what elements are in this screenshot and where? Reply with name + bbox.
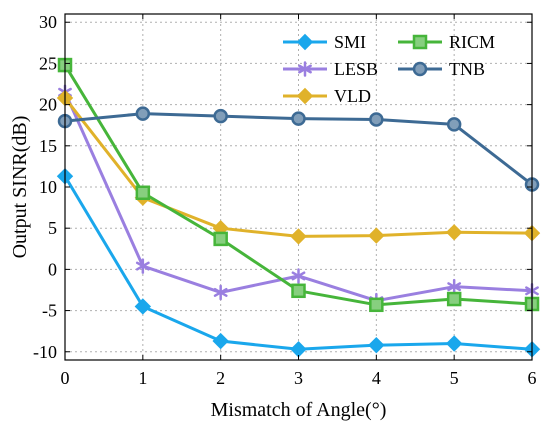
y-tick-label: 5 [48,218,57,238]
y-tick-label: -5 [42,301,57,321]
y-tick-label: 10 [39,177,57,197]
x-tick-label: 0 [61,368,70,388]
data-point-square [135,185,151,201]
data-point-circle [412,61,428,77]
data-point-circle [291,111,306,126]
data-point-square [446,291,462,307]
data-point-square [369,297,384,313]
data-point-circle [369,112,384,127]
legend-item-ricm: RICM [398,32,495,52]
data-point-square [291,283,306,299]
legend-label-ricm: RICM [449,32,495,52]
data-point-square [412,34,428,50]
asterisk-stroke [291,271,306,281]
asterisk-stroke [135,261,150,271]
data-point-diamond [445,335,463,352]
legend-item-tnb: TNB [398,59,485,79]
data-point-diamond [368,336,385,354]
series-layer [56,57,541,358]
data-point-diamond [212,332,229,350]
data-point-diamond [445,224,463,241]
legend-label-smi: SMI [334,32,366,52]
data-point-diamond [134,298,152,315]
asterisk-stroke [298,64,312,74]
data-point-circle [135,106,151,121]
x-tick-label: 6 [528,368,537,388]
asterisk-stroke [213,287,228,297]
data-point-diamond [368,227,385,244]
legend-label-lesb: LESB [334,59,378,79]
y-tick-label: 0 [48,259,57,279]
data-point-asterisk [213,284,228,301]
x-tick-label: 1 [138,368,147,388]
data-point-asterisk [135,258,150,274]
data-point-circle [213,108,228,124]
data-point-asterisk [447,278,462,295]
x-tick-label: 5 [450,368,459,388]
ticks: 0 1 2 3 4 5 6 -10 -5 0 5 10 15 20 25 30 [33,12,537,388]
y-axis-label: Output SINR(dB) [9,116,31,259]
series-smi [56,168,541,358]
data-point-square [213,231,228,247]
y-tick-label: 25 [39,53,57,73]
legend-item-vld: VLD [283,86,371,106]
legend-label-tnb: TNB [449,59,485,79]
legend: SMI RICM LESB TNB VLD [283,32,495,106]
data-point-diamond [290,228,307,245]
x-axis-label: Mismatch of Angle(°) [211,399,387,421]
x-tick-label: 4 [372,368,381,388]
y-tick-label: 20 [39,95,57,115]
x-tick-label: 3 [294,368,303,388]
data-point-asterisk [291,268,306,284]
y-tick-label: 15 [39,136,57,156]
x-tick-label: 2 [216,368,225,388]
data-point-circle [446,117,462,132]
y-tick-label: -10 [33,342,57,362]
y-tick-label: 30 [39,12,57,32]
legend-label-vld: VLD [334,86,371,106]
data-point-asterisk [298,61,312,77]
legend-item-smi: SMI [283,32,366,52]
data-point-diamond [296,33,314,51]
data-point-diamond [290,341,307,358]
asterisk-stroke [447,282,462,292]
legend-item-lesb: LESB [283,59,378,79]
series-line-smi [63,175,533,351]
data-point-diamond [296,87,314,105]
